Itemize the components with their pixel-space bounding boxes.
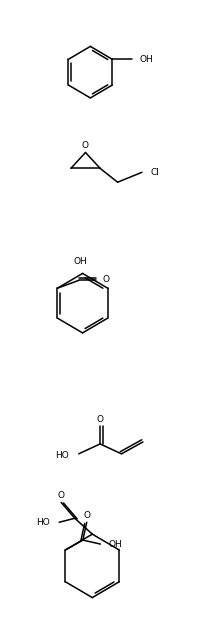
Text: HO: HO	[55, 451, 69, 460]
Text: HO: HO	[36, 518, 49, 527]
Text: O: O	[82, 141, 89, 150]
Text: O: O	[102, 275, 109, 284]
Text: OH: OH	[139, 55, 152, 64]
Text: OH: OH	[73, 257, 87, 266]
Text: O: O	[57, 491, 64, 500]
Text: O: O	[83, 511, 90, 520]
Text: O: O	[96, 415, 103, 424]
Text: Cl: Cl	[150, 168, 159, 177]
Text: OH: OH	[108, 539, 121, 548]
